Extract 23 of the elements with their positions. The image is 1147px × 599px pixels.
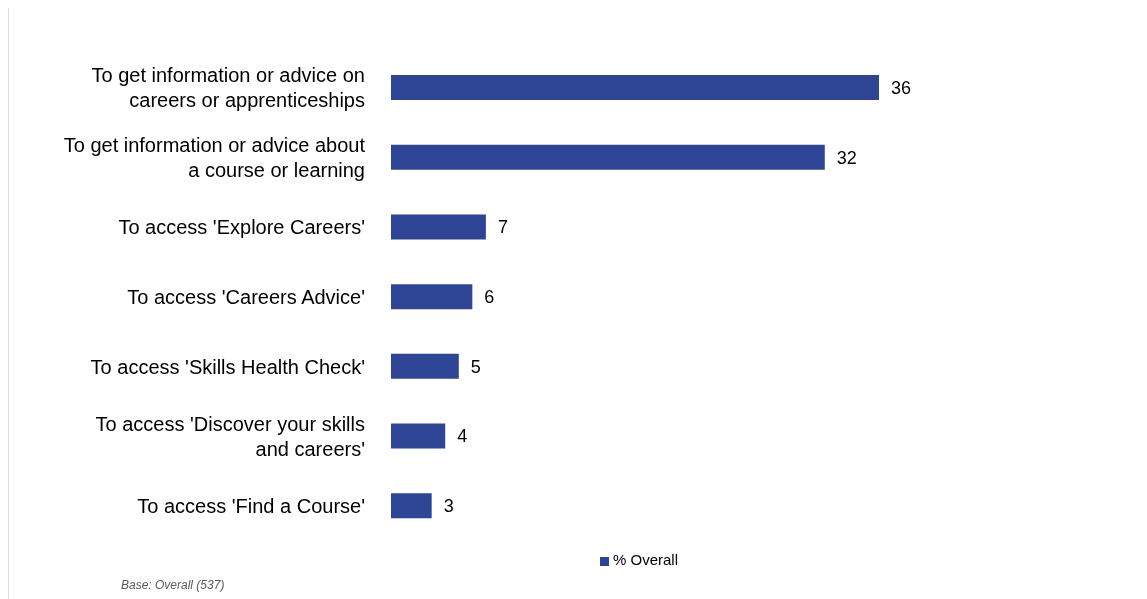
text: Base: Overall (537) — [121, 578, 225, 592]
y-tick-label: To access 'Discover your skills and careers' — [95, 412, 365, 460]
data-label: 36 — [891, 77, 912, 98]
bar — [391, 423, 446, 449]
bar — [391, 214, 486, 240]
data-label: 5 — [470, 356, 481, 377]
y-tick-label: To access 'Careers Advice' — [127, 286, 365, 308]
data-label: 4 — [457, 426, 468, 447]
bar — [391, 144, 825, 170]
y-tick-label: To get information or advice on careers or apprenticeships — [91, 64, 365, 112]
y-tick-label: To access 'Explore Careers' — [118, 216, 365, 239]
y-tick-label: To get information or advice about a course or learning — [63, 134, 366, 182]
data-label: 32 — [836, 147, 857, 168]
legend-label: % Overall — [612, 551, 679, 568]
bar — [391, 353, 459, 379]
data-label: 7 — [497, 217, 508, 238]
y-tick-label: To access 'Skills Health Check' — [90, 355, 365, 378]
bar — [391, 284, 473, 310]
y-tick-label: To access 'Find a Course' — [137, 495, 365, 518]
data-label: 3 — [443, 496, 454, 517]
data-label: 6 — [484, 287, 495, 308]
bar — [391, 75, 879, 100]
bar — [391, 493, 432, 519]
